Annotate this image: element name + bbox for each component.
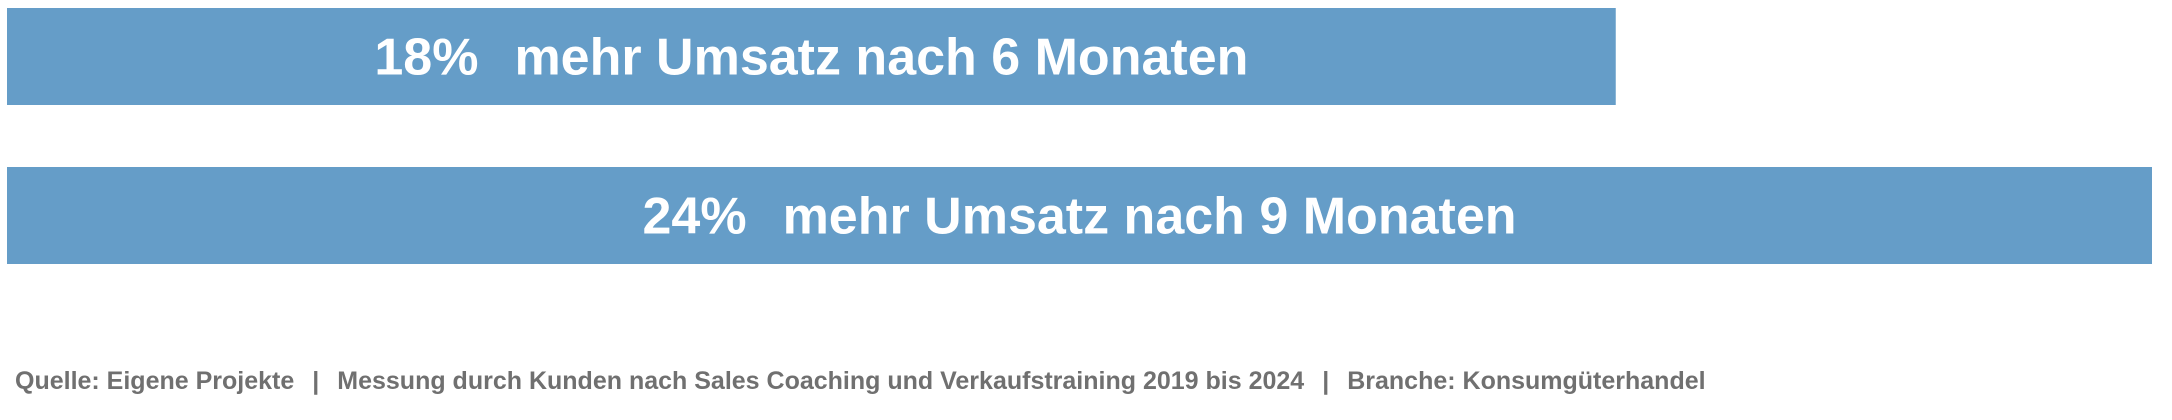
source-label: Quelle: Eigene Projekte [15,367,295,395]
bar-value-label: 24% [642,188,746,246]
bar-text-label: mehr Umsatz nach 6 Monaten [514,29,1248,87]
bar-label: 18% mehr Umsatz nach 6 Monaten [374,29,1248,87]
bar-label: 24% mehr Umsatz nach 9 Monaten [642,188,1516,246]
industry-note: Branche: Konsumgüterhandel [1347,367,1706,395]
measurement-note: Messung durch Kunden nach Sales Coaching… [337,367,1305,395]
bar-chart: 18% mehr Umsatz nach 6 Monaten 24% mehr Ums… [7,8,2152,264]
source-note: Quelle: Eigene Projekte | Messung durch Ku… [15,367,1706,396]
bar [7,8,1616,105]
bar-value-label: 18% [374,29,478,87]
bar [7,167,2152,264]
separator: | [312,367,320,395]
bar-group: 24% mehr Umsatz nach 9 Monaten [7,167,2152,264]
separator: | [1322,367,1330,395]
bar-group: 18% mehr Umsatz nach 6 Monaten [7,8,1616,105]
bar-text-label: mehr Umsatz nach 9 Monaten [783,188,1517,246]
